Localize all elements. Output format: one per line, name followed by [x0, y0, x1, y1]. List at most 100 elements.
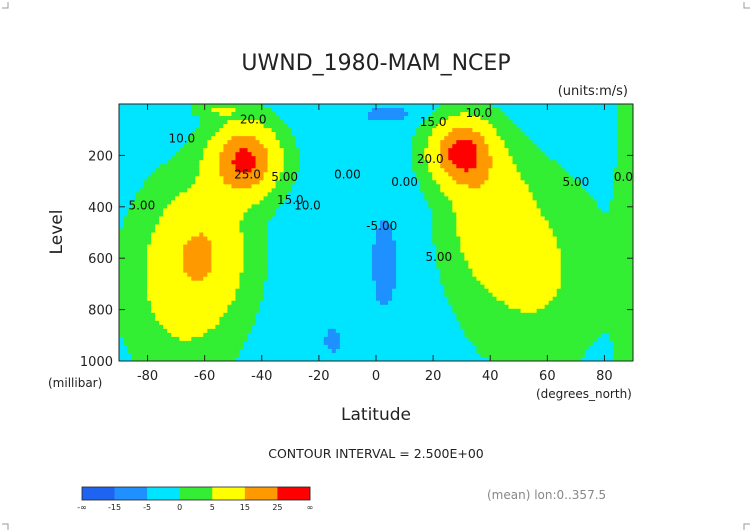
- field-cell: [624, 172, 630, 177]
- field-cell: [468, 192, 473, 197]
- field-cell: [428, 224, 433, 230]
- field-cell: [584, 244, 590, 250]
- field-cell: [191, 160, 196, 165]
- field-cell: [139, 140, 144, 145]
- field-cell: [163, 152, 168, 157]
- field-cell: [460, 184, 465, 189]
- field-cell: [231, 208, 237, 214]
- field-cell: [496, 212, 502, 218]
- field-cell: [247, 128, 253, 133]
- field-cell: [191, 132, 196, 137]
- field-cell: [472, 140, 477, 145]
- field-cell: [167, 152, 172, 157]
- field-cell: [119, 220, 124, 226]
- field-cell: [464, 148, 469, 153]
- field-cell: [295, 104, 301, 109]
- field-cell: [355, 176, 361, 181]
- field-cell: [327, 252, 333, 258]
- field-cell: [428, 236, 433, 242]
- field-cell: [143, 180, 148, 185]
- field-cell: [532, 148, 538, 153]
- field-cell: [319, 256, 325, 262]
- field-cell: [187, 160, 192, 165]
- field-cell: [355, 132, 361, 137]
- field-cell: [412, 208, 417, 214]
- field-cell: [323, 236, 329, 242]
- field-cell: [380, 232, 385, 238]
- field-cell: [171, 244, 176, 250]
- field-cell: [492, 244, 498, 250]
- field-cell: [580, 212, 586, 218]
- field-cell: [311, 212, 317, 218]
- field-cell: [119, 148, 124, 153]
- field-cell: [408, 200, 413, 205]
- field-cell: [319, 200, 325, 205]
- field-cell: [143, 156, 148, 161]
- field-cell: [203, 128, 208, 133]
- field-cell: [528, 204, 534, 210]
- field-cell: [440, 184, 445, 189]
- field-cell: [628, 104, 633, 109]
- field-cell: [556, 168, 562, 173]
- field-cell: [231, 144, 237, 149]
- field-cell: [123, 124, 128, 129]
- field-cell: [243, 112, 249, 117]
- field-cell: [520, 212, 526, 218]
- field-cell: [143, 136, 148, 141]
- field-cell: [472, 116, 477, 121]
- field-cell: [460, 160, 465, 165]
- field-cell: [484, 192, 490, 197]
- field-cell: [343, 252, 349, 258]
- field-cell: [359, 140, 365, 145]
- field-cell: [532, 244, 538, 250]
- field-cell: [243, 224, 249, 230]
- field-cell: [195, 164, 200, 169]
- field-cell: [335, 256, 341, 262]
- field-cell: [223, 164, 229, 169]
- field-cell: [612, 124, 618, 129]
- field-cell: [388, 152, 393, 157]
- field-cell: [219, 232, 225, 238]
- field-cell: [167, 156, 172, 161]
- field-cell: [207, 188, 212, 193]
- field-cell: [371, 256, 377, 262]
- field-cell: [472, 108, 477, 113]
- field-cell: [275, 144, 281, 149]
- field-cell: [532, 172, 538, 177]
- field-cell: [456, 108, 461, 113]
- field-cell: [119, 192, 124, 197]
- field-cell: [512, 164, 518, 169]
- field-cell: [335, 244, 341, 250]
- field-cell: [404, 220, 409, 226]
- field-cell: [424, 144, 429, 149]
- field-cell: [564, 180, 570, 185]
- field-cell: [171, 252, 176, 258]
- field-cell: [448, 116, 453, 121]
- field-cell: [548, 180, 554, 185]
- field-cell: [251, 120, 257, 125]
- field-cell: [540, 224, 546, 230]
- field-cell: [468, 228, 473, 234]
- field-cell: [572, 236, 578, 242]
- field-cell: [175, 136, 180, 141]
- field-cell: [512, 144, 518, 149]
- field-cell: [135, 216, 140, 222]
- field-cell: [568, 152, 574, 157]
- field-cell: [460, 252, 465, 258]
- field-cell: [500, 108, 506, 113]
- field-cell: [436, 196, 441, 201]
- field-cell: [600, 216, 606, 222]
- field-cell: [488, 200, 494, 205]
- field-cell: [572, 120, 578, 125]
- field-cell: [243, 132, 249, 137]
- field-cell: [367, 112, 373, 117]
- field-cell: [207, 200, 212, 205]
- field-cell: [392, 244, 397, 250]
- field-cell: [496, 176, 502, 181]
- field-cell: [520, 120, 526, 125]
- field-cell: [496, 200, 502, 205]
- field-cell: [376, 200, 381, 205]
- field-cell: [243, 220, 249, 226]
- field-cell: [203, 184, 208, 189]
- field-cell: [476, 224, 482, 230]
